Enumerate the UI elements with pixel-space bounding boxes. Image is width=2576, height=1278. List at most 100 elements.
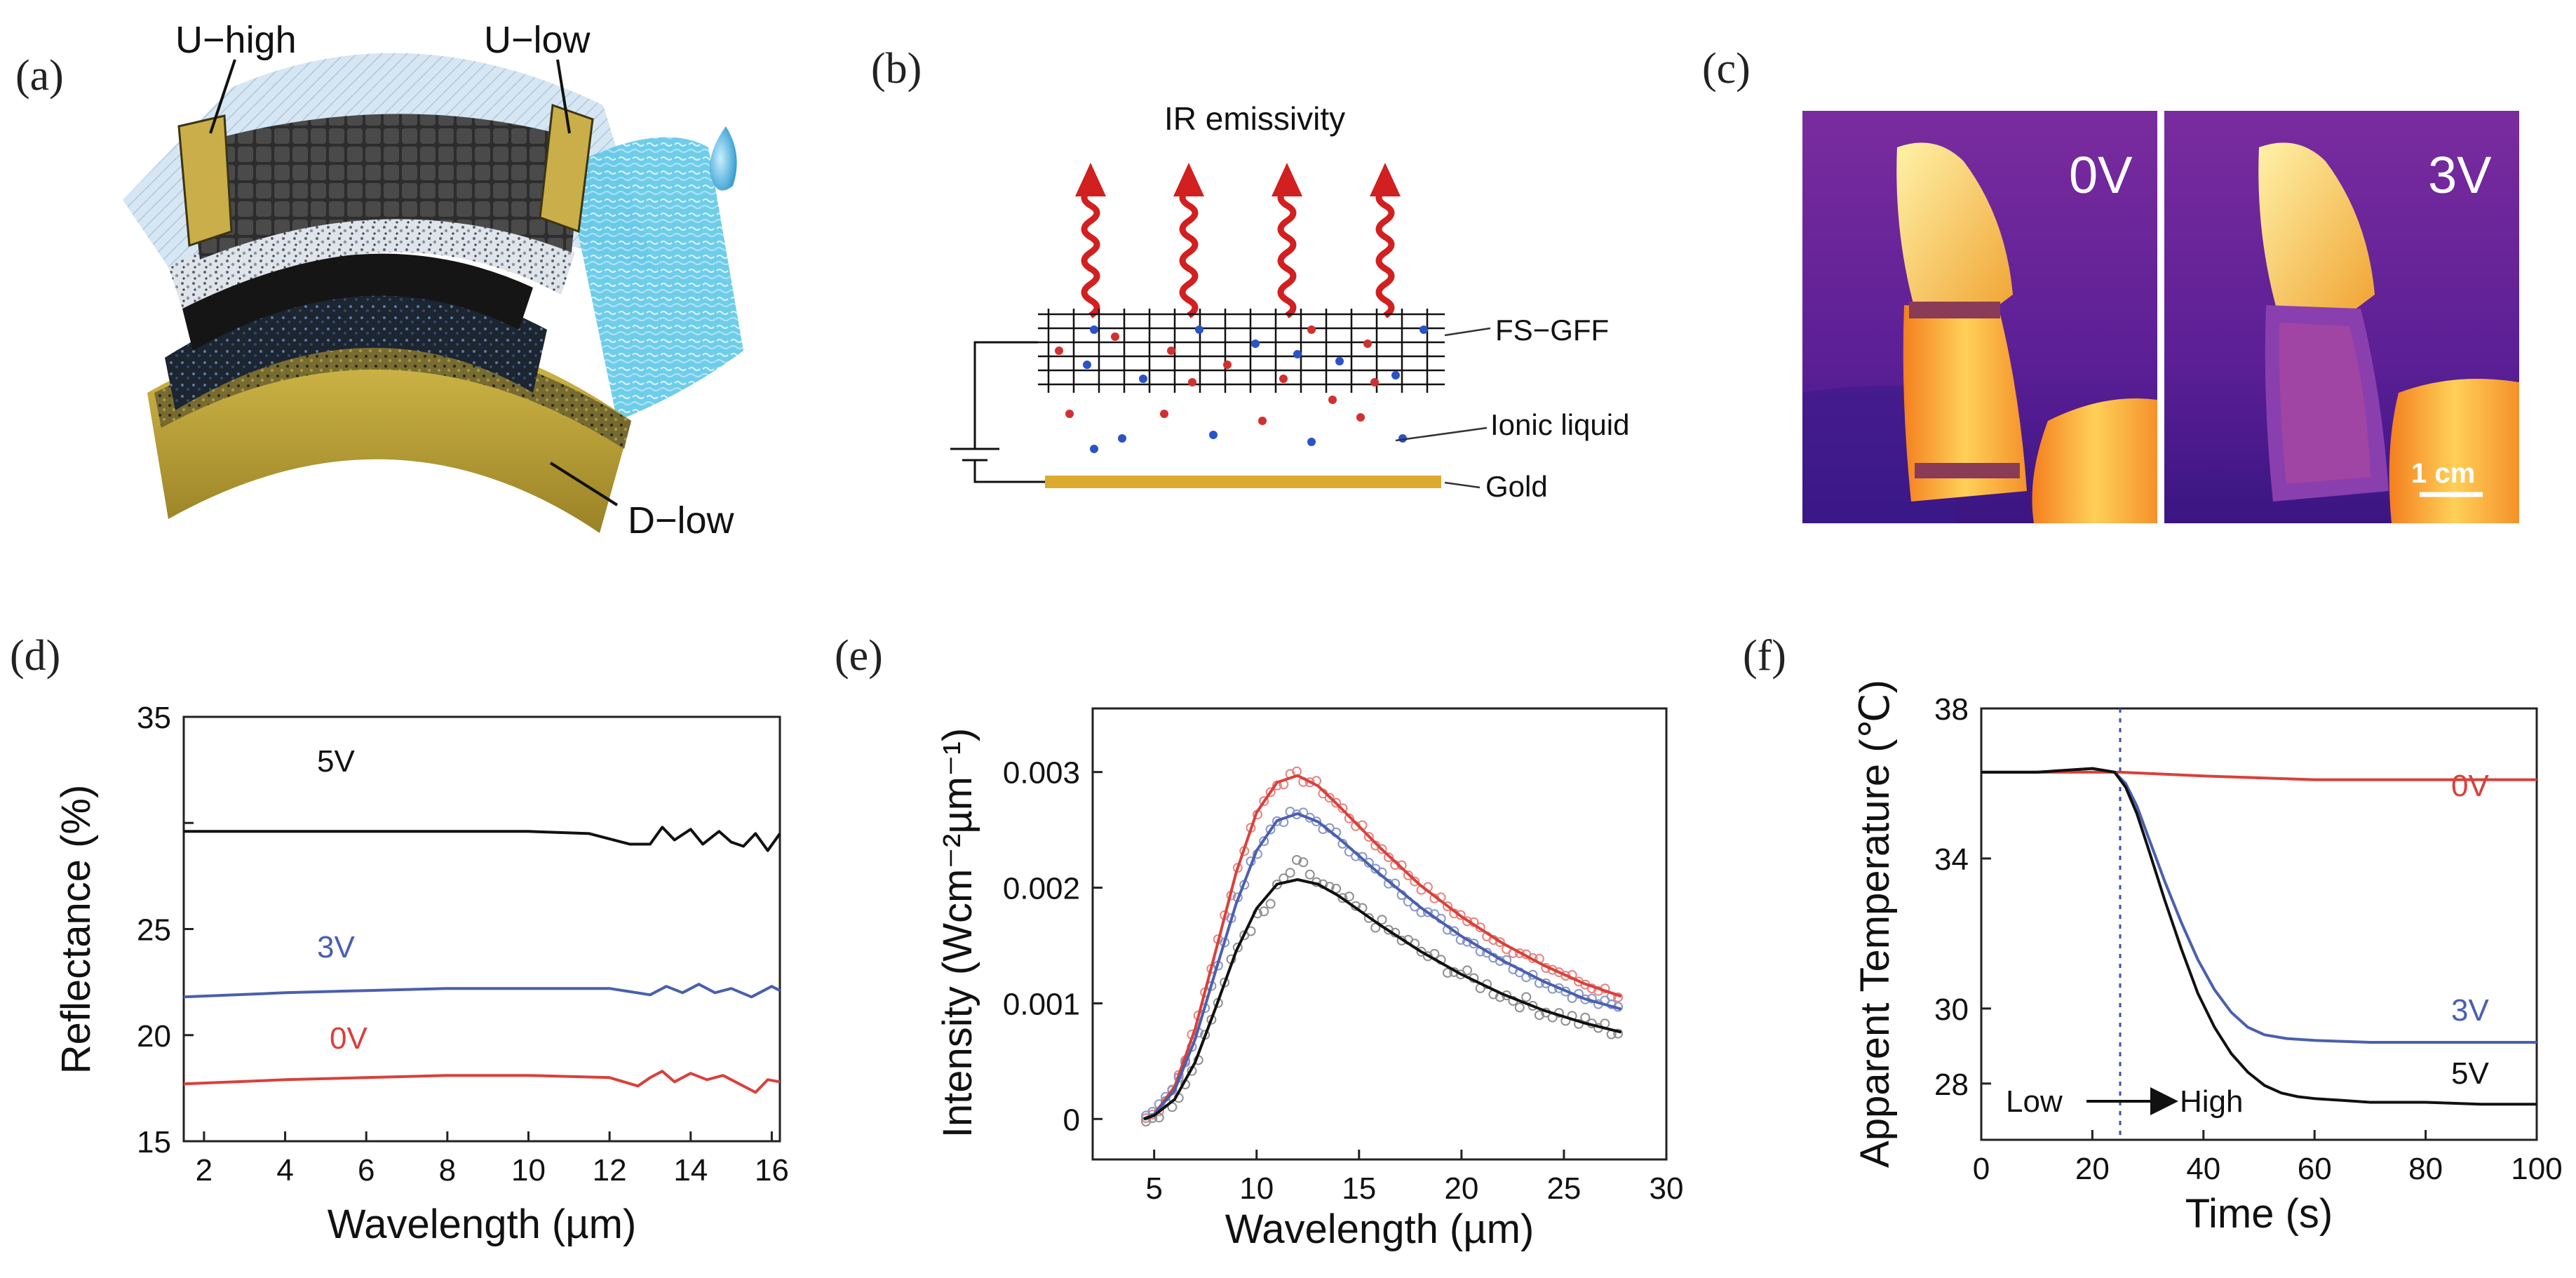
y-tick-label: 25 [137,913,171,948]
x-tick-label: 60 [2298,1152,2332,1186]
scale-bar-label: 1 cm [2411,458,2475,489]
cation-dot [1223,361,1232,369]
anion-dot [1139,375,1147,383]
fabric-grid-layer [186,114,582,260]
series-line-0V [183,1070,781,1094]
x-tick-label: 30 [1650,1171,1684,1206]
cation-dot [1356,413,1365,422]
xlabel-d: Wavelength (µm) [328,1202,637,1247]
ionic-liquid-leader [1395,426,1488,442]
panel-label-a: (a) [15,52,64,100]
chart-f: 0 20 40 60 80 100 28 30 34 38 Time (s) Apparent T… [1852,680,2563,1237]
scatter-point-black-data [1285,868,1295,878]
x-tick-label: 25 [1546,1171,1581,1206]
black-layer [182,253,533,351]
cation-dot [1363,339,1372,348]
panel-a-illustration: U−high U−low D−low [123,19,743,542]
x-tick-label: 5 [1145,1171,1162,1206]
y-tick-label: 0.001 [1003,987,1080,1021]
x-tick-label: 16 [755,1153,789,1188]
panel-label-b: (b) [871,45,922,93]
ir-wave-arrow [1081,187,1100,318]
cation-dot [1111,332,1119,341]
scatter-point-black-data [1580,1012,1591,1023]
ylabel-e: Intensity (Wcm⁻²µm⁻¹) [935,728,980,1138]
x-tick-label: 10 [511,1153,546,1188]
scatter-point-red-data [1403,870,1413,880]
cation-dot [1307,325,1316,334]
anion-dot [1118,434,1126,443]
ir-arrow-head [1173,163,1204,196]
ylabel-d: Reflectance (%) [53,785,99,1075]
scatter-point-red-data [1324,793,1335,803]
gold-leader [1444,481,1481,489]
ir-wave-arrow [1179,187,1199,318]
y-tick-label: 34 [1934,842,1969,877]
cation-dot [1279,375,1288,383]
label-d-low: D−low [628,499,735,542]
series-line-5V [1981,767,2537,1106]
scatter-point-red-data [1462,916,1472,927]
scatter-point-black-data [1298,857,1309,868]
circuit-wire-bottom [973,460,1045,483]
ylabel-f: Apparent Temperature (℃) [1852,680,1898,1168]
ir-arrow-head [1075,163,1106,196]
series-line-black-fit [1143,878,1622,1121]
y-tick-label: 35 [137,701,171,735]
scatter-point-red-data [1383,852,1394,863]
x-tick-label: 14 [673,1153,708,1188]
neighbor-finger-3v [2389,379,2519,523]
scatter-point-red-data [1331,798,1342,808]
x-tick-label: 2 [196,1153,213,1188]
u-high-leader [209,59,236,134]
anion-dot [1090,325,1098,334]
thermal-label-0v: 0V [2069,146,2133,204]
fs-gff-leader [1444,327,1491,337]
panel-label-c: (c) [1702,45,1751,93]
scatter-point-red-data [1344,813,1354,823]
y-tick-label: 0 [1063,1103,1080,1137]
series-lines-d [183,826,781,1094]
scatter-point-black-data [1462,965,1472,976]
scatter-point-black-data [1363,913,1374,923]
scatter-point-red-data [1363,832,1374,842]
series-label-0v: 0V [330,1021,367,1056]
ir-arrow-head [1370,163,1401,196]
scatter-point-red-data [1265,787,1276,798]
cation-dot [1065,410,1074,418]
x-tick-label: 8 [439,1153,456,1188]
scatter-points-e [1141,766,1624,1126]
electrode-u-high [177,114,233,248]
scatter-point-black-data [1534,1010,1544,1021]
ir-arrow-head [1272,163,1302,196]
series-label-0v-f: 0V [2451,769,2489,803]
label-ionic-liquid: Ionic liquid [1490,408,1629,441]
scatter-point-black-data [1416,946,1427,957]
ir-emissivity-title: IR emissivity [1164,100,1345,137]
scatter-point-red-data [1495,937,1505,948]
anion-dot [1195,325,1203,334]
series-label-5v-f: 5V [2451,1056,2489,1091]
gold-electrode [1045,476,1441,488]
label-gold: Gold [1485,470,1548,503]
y-tick-label: 28 [1934,1068,1969,1102]
scatter-point-black-data [1344,892,1354,902]
scatter-point-red-data [1455,910,1466,920]
scatter-point-black-data [1232,942,1243,953]
x-tick-label: 4 [276,1153,293,1188]
cation-dot [1167,347,1175,355]
plot-frame-e [1091,707,1668,1161]
annotation-low: Low [2006,1084,2063,1119]
d-low-leader [549,462,619,506]
label-fs-gff: FS−GFF [1495,314,1609,347]
scatter-point-black-data [1521,992,1532,1002]
cation-dot [1160,410,1168,418]
anion-dot [1293,350,1302,358]
scatter-point-blue-data [1272,816,1282,826]
band-edge-bottom-0v [1915,463,2020,478]
scatter-point-red-data [1377,844,1387,854]
cation-dot [1258,417,1267,425]
scatter-point-red-data [1304,777,1315,788]
panel-label-e: (e) [835,632,883,680]
